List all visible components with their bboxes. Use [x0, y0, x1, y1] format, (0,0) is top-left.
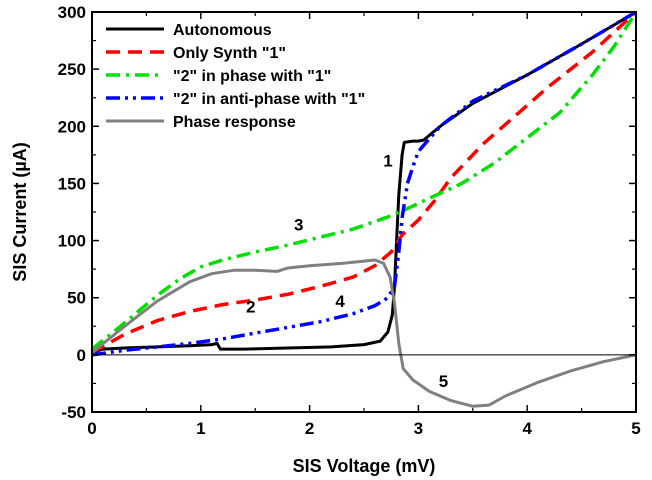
x-tick-label: 2	[305, 419, 314, 438]
y-tick-label: 100	[58, 232, 86, 251]
curve-annotation: 5	[439, 372, 448, 391]
series-layer	[90, 10, 638, 408]
annotation-layer: 1 2 3 4 5	[246, 151, 448, 391]
series-line-2	[91, 10, 638, 355]
legend-label-1: Autonomous	[173, 22, 272, 39]
legend: Autonomous Only Synth "1" "2" in phase wit…	[106, 22, 365, 131]
x-tick-label: 4	[522, 419, 532, 438]
x-tick-label: 1	[196, 419, 205, 438]
y-tick-label: 250	[58, 60, 86, 79]
y-tick-label: 200	[58, 117, 86, 136]
y-axis-title: SIS Current (µA)	[10, 142, 30, 281]
legend-label-2: Only Synth "1"	[173, 45, 286, 62]
curve-annotation: 2	[246, 298, 255, 317]
legend-label-4: "2" in anti-phase with "1"	[173, 91, 365, 108]
x-tick-label: 3	[414, 419, 423, 438]
x-tick-label: 0	[87, 419, 96, 438]
legend-label-3: "2" in phase with "1"	[173, 68, 331, 85]
y-tick-label: -50	[61, 403, 86, 422]
curve-annotation: 1	[383, 151, 392, 170]
series-line-5	[91, 258, 637, 408]
curve-annotation: 3	[294, 215, 303, 234]
y-tick-label: 50	[67, 289, 86, 308]
series-line-1	[91, 10, 637, 355]
x-axis-title: SIS Voltage (mV)	[293, 456, 436, 476]
curve-annotation: 4	[335, 292, 345, 311]
legend-label-5: Phase response	[173, 114, 296, 131]
series-line-3	[90, 11, 638, 351]
series-line-4	[91, 10, 637, 357]
y-tick-label: 150	[58, 174, 86, 193]
y-tick-label: 300	[58, 3, 86, 22]
y-tick-label: 0	[77, 346, 86, 365]
x-tick-label: 5	[631, 419, 640, 438]
